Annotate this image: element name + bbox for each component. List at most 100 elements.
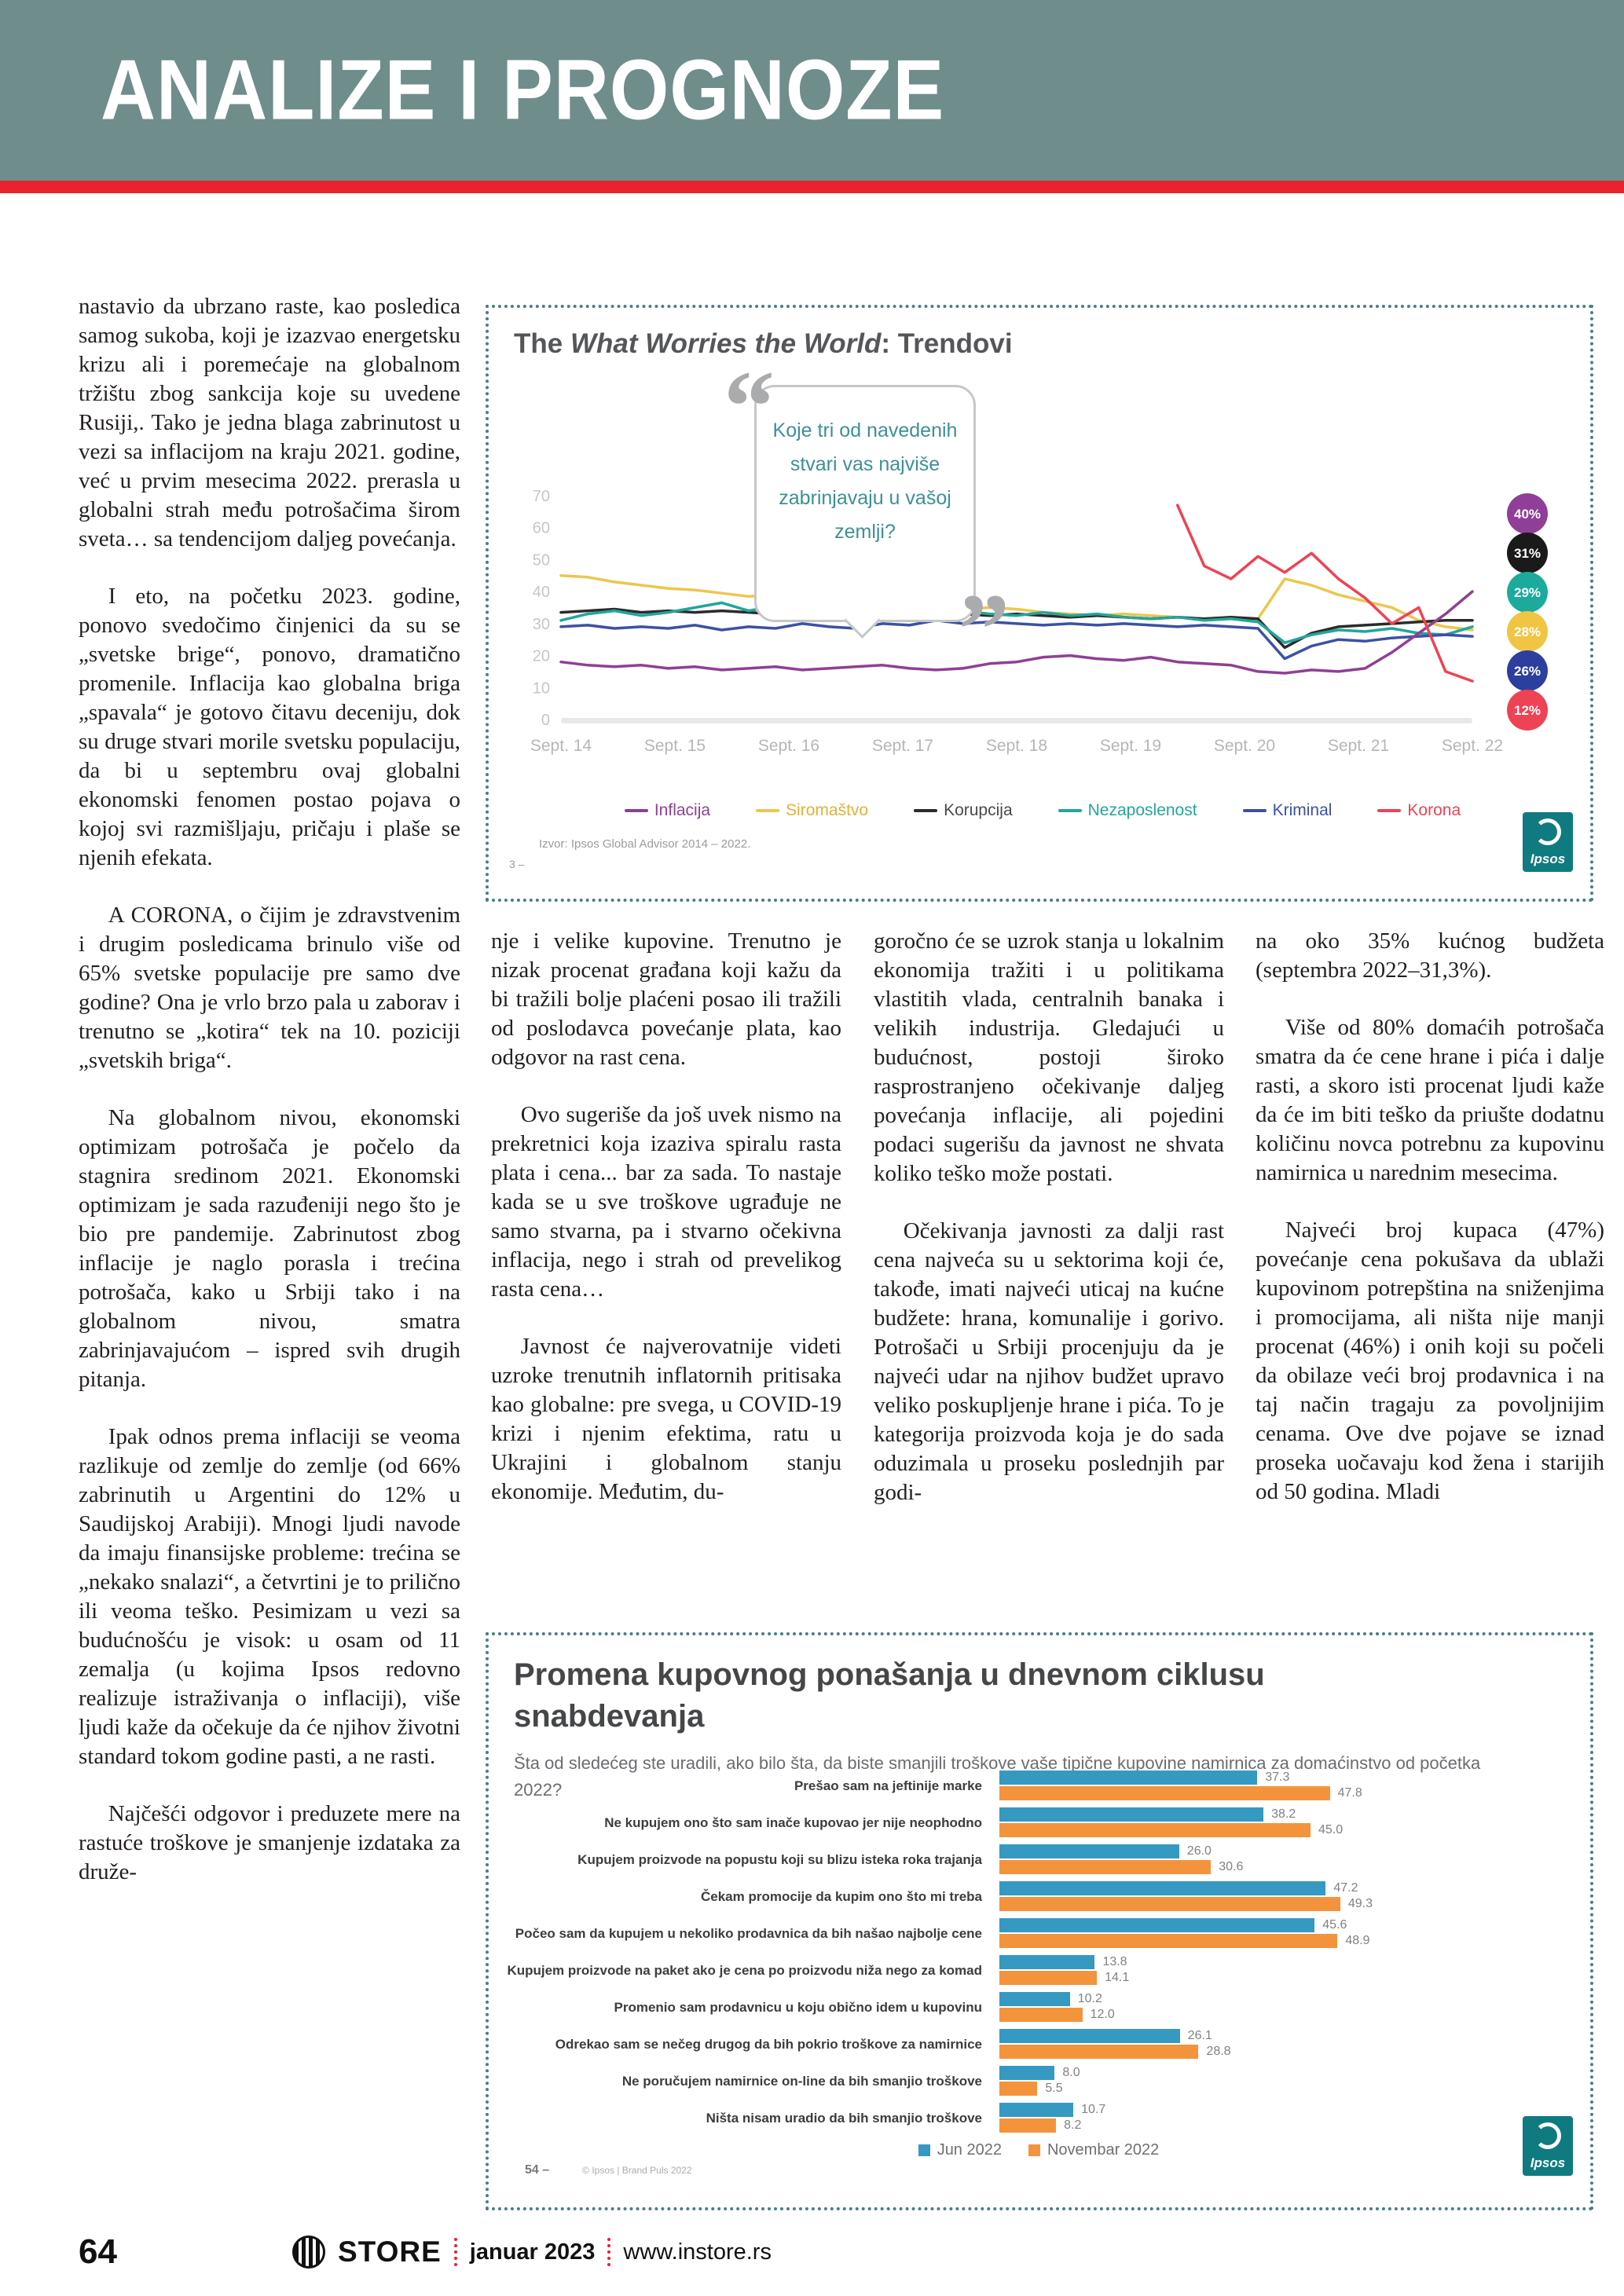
paragraph: Na globalnom nivou, ekonomski optimizam … bbox=[79, 1105, 460, 1392]
bar-jun-2022 bbox=[999, 1918, 1315, 1932]
bar-novembar-2022 bbox=[999, 2008, 1083, 2022]
bar-value: 14.1 bbox=[1105, 1971, 1130, 1984]
bar-category-label: Kupujem proizvode na popustu koji su bli… bbox=[577, 1852, 982, 1867]
legend-swatch bbox=[1242, 809, 1267, 812]
legend-label: Inflacija bbox=[654, 801, 711, 819]
bar-novembar-2022 bbox=[999, 2082, 1038, 2096]
svg-text:29%: 29% bbox=[1514, 585, 1541, 600]
legend-item: Jun 2022 bbox=[918, 2141, 1002, 2159]
bar-value: 48.9 bbox=[1345, 1934, 1370, 1947]
bar-value: 45.0 bbox=[1318, 1823, 1344, 1836]
legend-swatch bbox=[624, 809, 648, 812]
bar-value: 8.0 bbox=[1062, 2066, 1080, 2079]
bar-novembar-2022 bbox=[999, 1786, 1330, 1800]
series-line-korona bbox=[1175, 504, 1474, 683]
bar-row: Čekam promocije da kupim ono što mi treb… bbox=[489, 1878, 1589, 1915]
bar-jun-2022 bbox=[999, 2029, 1180, 2043]
footer-website: www.instore.rs bbox=[623, 2239, 772, 2265]
x-axis-tick: Sept. 16 bbox=[758, 737, 819, 755]
x-axis-tick: Sept. 22 bbox=[1442, 737, 1503, 755]
svg-text:31%: 31% bbox=[1514, 546, 1541, 561]
chart2-title: Promena kupovnog ponašanja u dnevnom cik… bbox=[514, 1657, 1265, 1734]
series-line-inflacija bbox=[559, 590, 1474, 675]
series-line-kriminal bbox=[559, 619, 1474, 661]
page-number: 64 bbox=[79, 2232, 117, 2271]
series-line-siromaštvo bbox=[559, 574, 1474, 632]
bar-row: Kupujem proizvode na popustu koji su bli… bbox=[489, 1841, 1589, 1878]
end-value-badge: 28% bbox=[1507, 611, 1548, 652]
bar-row: Promenio sam prodavnicu u koju obično id… bbox=[489, 1989, 1589, 2026]
legend-label: Korona bbox=[1407, 801, 1461, 819]
text-column-4: na oko 35% kućnog budžeta (septembra 202… bbox=[1256, 927, 1604, 1617]
open-quote-icon: “ bbox=[724, 350, 775, 463]
chart2-footnote: 54 – © Ipsos | Brand Puls 2022 bbox=[525, 2163, 692, 2177]
bar-jun-2022 bbox=[999, 1844, 1179, 1858]
bar-category-label: Prešao sam na jeftinije marke bbox=[794, 1778, 982, 1793]
footer-brand: STORE bbox=[338, 2236, 442, 2268]
bar-value: 26.0 bbox=[1186, 1844, 1212, 1858]
ipsos-logo: Ipsos bbox=[1523, 812, 1573, 872]
bar-novembar-2022 bbox=[999, 2045, 1199, 2059]
footer-issue: januar 2023 bbox=[469, 2239, 596, 2265]
bar-value: 45.6 bbox=[1322, 1918, 1347, 1932]
text-column-1: nastavio da ubrzano raste, kao posledica… bbox=[79, 292, 460, 2201]
chart1-legend: Inflacija Siromaštvo Korupcija Nezaposlenos… bbox=[520, 801, 1565, 820]
section-title: ANALIZE I PROGNOZE bbox=[101, 42, 945, 138]
x-axis-tick: Sept. 20 bbox=[1214, 737, 1275, 755]
chart2-copyright: © Ipsos | Brand Puls 2022 bbox=[582, 2165, 692, 2176]
chart1-slide-number: 3 – bbox=[509, 858, 525, 870]
footer-divider bbox=[453, 2238, 457, 2266]
bar-value: 12.0 bbox=[1090, 2008, 1115, 2021]
bar-value: 28.8 bbox=[1206, 2045, 1231, 2058]
bar-category-label: Čekam promocije da kupim ono što mi treb… bbox=[700, 1889, 982, 1904]
y-axis-tick: 50 bbox=[533, 551, 550, 569]
header-red-rule bbox=[0, 181, 1624, 193]
chart1-source: Izvor: Ipsos Global Advisor 2014 – 2022. bbox=[539, 837, 751, 851]
y-axis-tick: 0 bbox=[541, 712, 550, 729]
bar-jun-2022 bbox=[999, 2103, 1074, 2117]
bar-row: Ne kupujem ono što sam inače kupovao jer… bbox=[489, 1804, 1589, 1841]
bar-jun-2022 bbox=[999, 1771, 1258, 1785]
bar-value: 26.1 bbox=[1187, 2029, 1212, 2042]
y-axis-tick: 70 bbox=[533, 488, 550, 505]
end-value-badge: 12% bbox=[1507, 690, 1548, 731]
ipsos-logo: Ipsos bbox=[1523, 2116, 1573, 2176]
bar-category-label: Odrekao sam se nečeg drugog da bih pokri… bbox=[555, 2037, 982, 2052]
legend-item: Inflacija bbox=[624, 801, 711, 820]
series-line-korupcija bbox=[559, 607, 1474, 650]
x-axis-tick: Sept. 18 bbox=[986, 737, 1047, 755]
y-axis-tick: 40 bbox=[533, 584, 550, 601]
legend-swatch bbox=[1058, 809, 1082, 812]
chart1-title: The What Worries the World: Trendovi bbox=[514, 328, 1013, 360]
legend-item: Nezaposlenost bbox=[1058, 801, 1197, 820]
legend-item: Korona bbox=[1377, 801, 1461, 820]
legend-item: Korupcija bbox=[914, 801, 1013, 820]
end-value-badge: 26% bbox=[1507, 650, 1548, 691]
bar-value: 10.7 bbox=[1081, 2103, 1106, 2116]
bar-jun-2022 bbox=[999, 1992, 1070, 2006]
bar-category-label: Ne poručujem namirnice on-line da bih sm… bbox=[621, 2074, 982, 2089]
chart1-title-prefix: The bbox=[514, 328, 570, 359]
legend-item: Novembar 2022 bbox=[1028, 2141, 1159, 2159]
paragraph: nastavio da ubrzano raste, kao posledica… bbox=[79, 294, 460, 551]
x-axis-tick: Sept. 19 bbox=[1100, 737, 1161, 755]
ipsos-swirl-icon bbox=[1534, 818, 1561, 845]
chart-shopping-behaviour-box: Promena kupovnog ponašanja u dnevnom cik… bbox=[486, 1632, 1593, 2210]
legend-swatch bbox=[914, 809, 938, 812]
bar-value: 5.5 bbox=[1045, 2082, 1063, 2095]
x-axis-tick: Sept. 15 bbox=[644, 737, 706, 755]
paragraph: Očekivanja javnosti za dalji rast cena n… bbox=[874, 1218, 1224, 1505]
legend-label: Jun 2022 bbox=[937, 2141, 1002, 2159]
paragraph: Najveći broj kupaca (47%) povećanje cena… bbox=[1256, 1218, 1604, 1504]
legend-label: Siromaštvo bbox=[786, 801, 869, 819]
bar-jun-2022 bbox=[999, 1807, 1264, 1822]
bar-novembar-2022 bbox=[999, 1823, 1311, 1837]
bar-category-label: Ne kupujem ono što sam inače kupovao jer… bbox=[604, 1815, 982, 1830]
x-axis-tick: Sept. 21 bbox=[1328, 737, 1389, 755]
bar-category-label: Promenio sam prodavnicu u koju obično id… bbox=[614, 2000, 983, 2015]
svg-text:12%: 12% bbox=[1514, 703, 1541, 718]
legend-label: Novembar 2022 bbox=[1047, 2141, 1160, 2159]
question-text: Koje tri od navedenih stvari vas najviše… bbox=[772, 419, 958, 543]
legend-swatch bbox=[1028, 2144, 1040, 2156]
